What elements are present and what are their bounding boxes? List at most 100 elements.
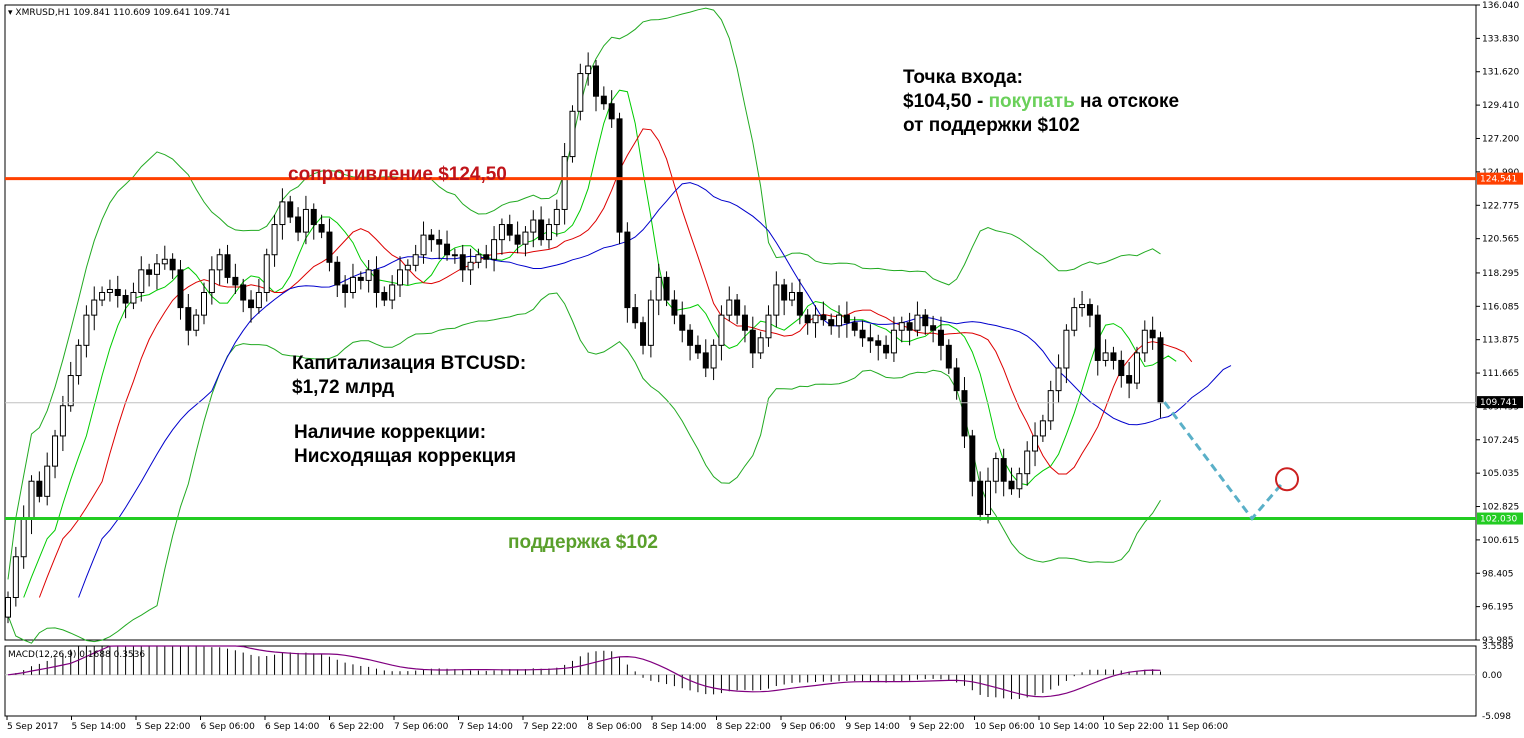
candle-down [820,314,827,321]
candle-down [922,314,929,327]
candle-up [522,231,529,245]
y-tick-label: 100.615 [1482,536,1519,546]
candle-up [647,299,654,346]
entry-price: $104,50 - [903,91,989,112]
candle-down [444,243,451,256]
candle-up [475,254,482,263]
candle-up [255,291,262,309]
correction-note: Наличие коррекции: Нисходящая коррекция [294,421,516,469]
x-tick-label: 6 Sep 14:00 [265,722,320,732]
candle-up [44,465,51,497]
candle-down [538,219,545,241]
candle-up [498,224,505,241]
candle-up [1016,473,1023,490]
candle-down [867,337,874,342]
candle-up [710,344,717,369]
cap-value: $1,72 млрд [292,377,395,398]
bollinger-lower [7,292,1161,644]
candle-down [749,329,756,354]
candle-down [600,95,607,105]
candle-down [177,269,184,309]
candle-up [404,264,411,271]
corr-title: Наличие коррекции: [294,422,487,443]
y-tick-label: 113.875 [1482,336,1519,346]
x-tick-label: 7 Sep 06:00 [394,722,449,732]
candle-up [1133,352,1140,384]
y-tick-label: 136.040 [1482,1,1519,11]
y-tick-label: 120.565 [1482,235,1519,245]
x-tick-label: 8 Sep 06:00 [588,722,643,732]
x-tick-label: 6 Sep 06:00 [201,722,256,732]
entry-line: $104,50 - покупать на отскоке [903,90,1179,114]
candle-up [12,556,19,598]
candle-down [1118,359,1125,377]
candle-down [804,314,811,324]
candle-up [812,314,819,324]
x-tick-label: 10 Sep 14:00 [1039,722,1099,732]
candle-up [577,73,584,112]
candle-down [961,390,968,437]
x-tick-label: 6 Sep 22:00 [330,722,385,732]
entry-point-note: Точка входа: $104,50 - покупать на отско… [903,66,1179,138]
candle-down [616,118,623,233]
resistance-label: сопротивление $124,50 [288,164,507,185]
y-tick-label: 127.200 [1482,134,1519,144]
candle-up [193,314,200,331]
candle-down [694,344,701,354]
candle-up [1063,329,1070,369]
price-label-box [1477,512,1523,525]
candle-down [1126,375,1133,384]
macd-tick-label: 3.5589 [1482,642,1514,652]
y-tick-label: 129.410 [1482,101,1519,111]
candle-down [381,291,388,301]
candle-up [389,284,396,301]
candle-down [514,234,521,245]
candle-down [436,239,443,245]
candle-up [99,291,106,301]
entry-title: Точка входа: [903,67,1024,88]
candle-down [1086,304,1093,316]
candle-up [1024,450,1031,475]
candle-up [992,458,999,482]
candle-up [1055,367,1062,392]
candle-down [796,291,803,316]
candle-down [169,258,176,271]
y-tick-label: 107.245 [1482,436,1519,446]
candle-down [114,288,121,297]
candle-up [20,518,27,558]
candle-down [640,322,647,346]
chart-menu-icon[interactable]: ▾ [8,8,13,18]
candle-up [52,435,59,467]
y-tick-label: 111.665 [1482,369,1519,379]
candle-down [969,435,976,482]
candle-up [655,276,662,301]
bollinger-upper [7,7,1161,580]
price-label-text: 124.541 [1480,175,1517,185]
candle-down [781,284,788,301]
x-tick-label: 10 Sep 22:00 [1104,722,1164,732]
candle-up [138,269,145,293]
candle-down [326,231,333,263]
symbol-label: XMRUSD,H1 [15,8,71,18]
candle-up [161,258,168,265]
macd-plot-frame [4,645,1477,717]
macd-tick-label: 0.00 [1482,671,1502,681]
candle-down [663,276,670,301]
ma-mid-line [38,128,1193,598]
x-tick-label: 7 Sep 14:00 [459,722,514,732]
candle-down [734,299,741,316]
candle-down [1008,480,1015,490]
candle-up [553,208,560,226]
candle-down [373,269,380,293]
candle-down [506,224,513,236]
candle-up [898,322,905,331]
candle-down [240,284,247,301]
ohlc-readout: 109.841 110.609 109.641 109.741 [73,8,231,18]
price-label-text: 102.030 [1480,515,1517,525]
candle-down [945,344,952,369]
candle-down [248,299,255,309]
candle-up [263,254,270,293]
candle-up [5,596,11,618]
candle-down [593,65,599,97]
candle-up [726,299,733,316]
